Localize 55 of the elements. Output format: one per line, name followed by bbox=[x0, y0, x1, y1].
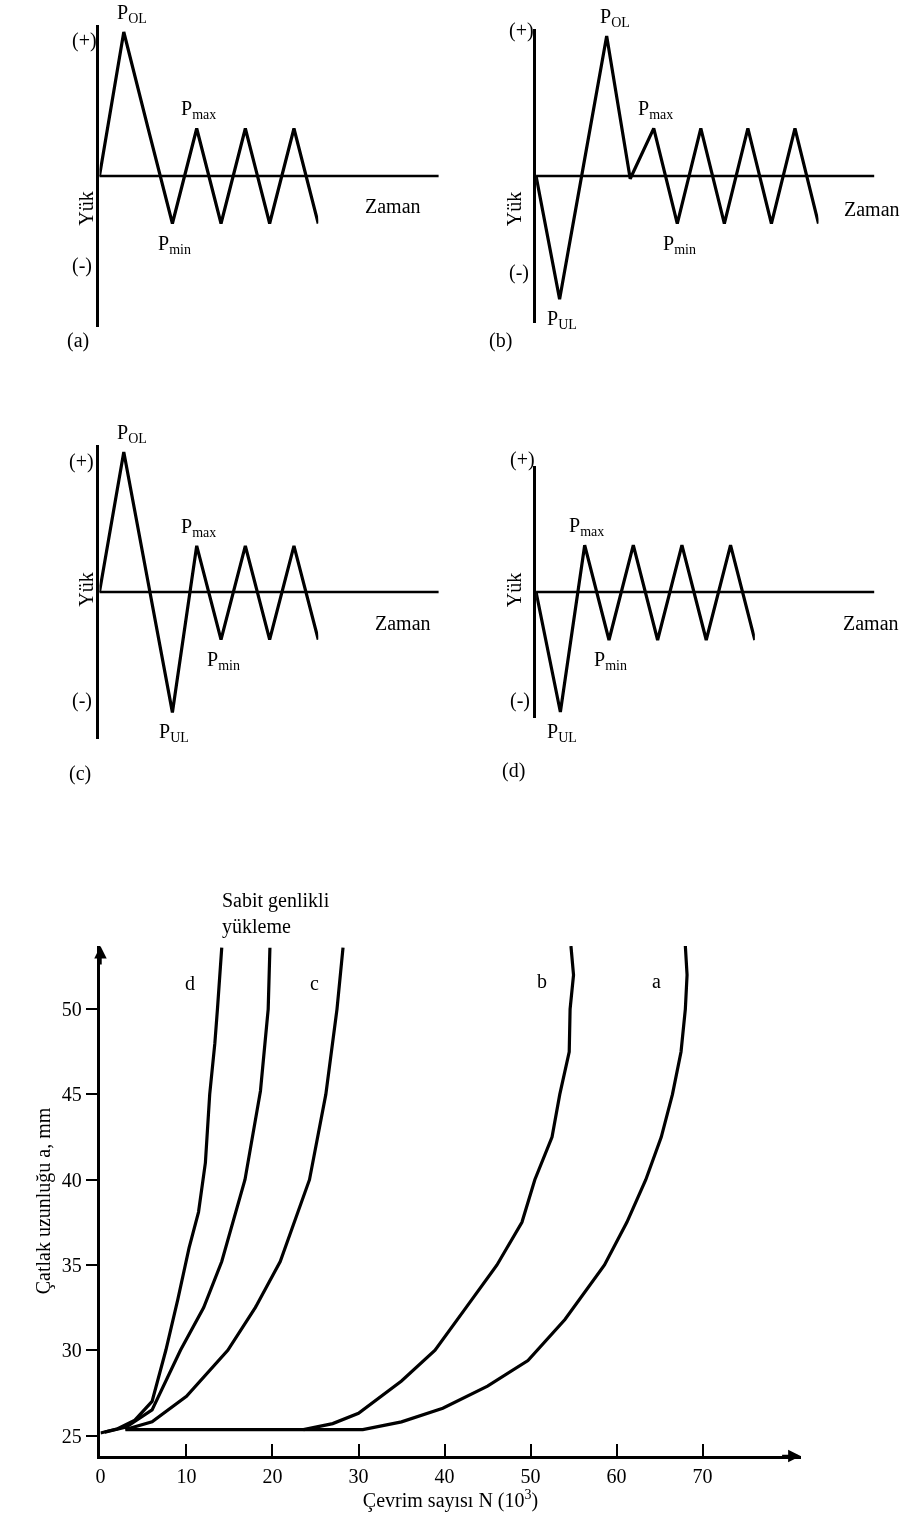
annotation: (+) bbox=[509, 19, 534, 42]
text: P$_{OL}$ bbox=[117, 1, 147, 27]
annotation: P$_{UL}$ bbox=[547, 720, 577, 746]
series-label: d bbox=[185, 972, 195, 994]
annotation: P$_{max}$ bbox=[638, 97, 674, 123]
x-axis-title: Zaman bbox=[843, 612, 899, 634]
annotation: P$_{UL}$ bbox=[159, 720, 189, 746]
annotation: P$_{min}$ bbox=[663, 232, 696, 258]
x-axis-title: Çevrim sayısı N (10$^{3}$) bbox=[362, 1486, 539, 1513]
x-axis-title: Zaman bbox=[375, 612, 431, 634]
text: (+) bbox=[510, 448, 535, 471]
x-tick-label: 70 bbox=[692, 1464, 713, 1487]
y-tick-label: 25 bbox=[61, 1424, 82, 1447]
y-tick-label: 35 bbox=[61, 1253, 82, 1276]
x-tick-label: 0 bbox=[95, 1464, 106, 1487]
y-axis-title: Yük bbox=[503, 191, 526, 227]
annotation: P$_{min}$ bbox=[594, 648, 627, 674]
annotation: P$_{max}$ bbox=[181, 515, 217, 541]
series-label: Sabit genlikli yükleme bbox=[222, 889, 330, 938]
text: (b) bbox=[489, 329, 513, 352]
x-axis-title: Zaman bbox=[844, 198, 900, 220]
y-tick-label: 40 bbox=[61, 1168, 82, 1191]
series-label: a bbox=[652, 970, 661, 992]
text: P$_{OL}$ bbox=[600, 5, 630, 31]
y-tick-label: 30 bbox=[61, 1339, 82, 1362]
x-tick-label: 40 bbox=[434, 1464, 455, 1487]
x-tick-label: 20 bbox=[262, 1464, 283, 1487]
y-tick-label: 45 bbox=[61, 1083, 82, 1106]
text: (c) bbox=[69, 762, 92, 785]
text: (d) bbox=[502, 759, 526, 782]
y-axis-title: Yük bbox=[74, 572, 97, 607]
annotation: P$_{min}$ bbox=[207, 648, 240, 674]
x-tick-label: 10 bbox=[176, 1464, 197, 1487]
y-axis-title: Yük bbox=[74, 191, 97, 226]
series-label: c bbox=[310, 972, 319, 994]
annotation: P$_{UL}$ bbox=[547, 307, 577, 333]
annotation: P$_{min}$ bbox=[158, 232, 191, 258]
annotation: P$_{max}$ bbox=[569, 514, 605, 540]
x-axis-title: Zaman bbox=[365, 195, 421, 217]
annotation: (+) bbox=[72, 29, 97, 52]
annotation: (-) bbox=[72, 689, 92, 712]
x-tick-label: 30 bbox=[348, 1464, 369, 1487]
annotation: (-) bbox=[509, 261, 529, 284]
y-axis-title: Çatlak uzunluğu a, mm bbox=[32, 1107, 56, 1295]
series-label: b bbox=[537, 970, 547, 992]
text: (-) bbox=[72, 254, 92, 277]
x-tick-label: 60 bbox=[606, 1464, 627, 1487]
x-tick-label: 50 bbox=[520, 1464, 541, 1487]
text: P$_{OL}$ bbox=[117, 421, 147, 447]
annotation: (-) bbox=[510, 689, 530, 712]
annotation: (+) bbox=[69, 450, 94, 473]
annotation: P$_{max}$ bbox=[181, 97, 217, 123]
y-axis-title: Yük bbox=[503, 572, 526, 608]
text: (a) bbox=[67, 329, 90, 352]
y-tick-label: 50 bbox=[61, 998, 82, 1021]
